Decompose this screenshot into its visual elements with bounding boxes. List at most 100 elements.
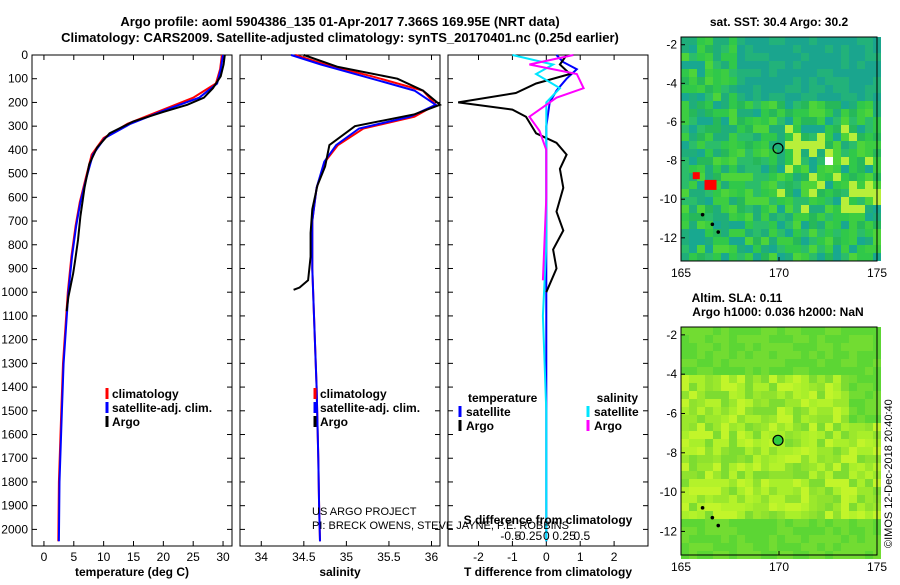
map-cell [793,157,801,165]
y-tick-label: 2000 [1,522,28,536]
sst-map-chart: -2 -4 -6 -8 -10 -12 165 170 175 sat. SST: 30.4 Ar… [660,15,888,280]
map-cell [809,253,817,261]
map-cell [777,415,785,423]
map-cell [769,343,777,351]
map-cell [745,543,753,551]
map-cell [745,117,753,125]
map-cell [721,133,729,141]
map-cell [793,495,801,503]
map-cell [849,455,857,463]
map-cell [697,197,705,205]
map-cell [737,133,745,141]
map-cell [697,229,705,237]
map-cell [785,447,793,455]
legend-label: satellite [594,405,639,419]
map-cell [833,463,841,471]
map-cell [793,503,801,511]
map-cell [817,229,825,237]
map-cell [713,511,721,519]
map-cell [833,447,841,455]
map-cell [801,101,809,109]
map-cell [801,125,809,133]
x2-tick-label: -0.25 [515,529,543,543]
map-cell [721,141,729,149]
map-cell [713,471,721,479]
map-cell [729,407,737,415]
map-cell [841,117,849,125]
map-cell [729,69,737,77]
map-cell [761,367,769,375]
map-cell [689,45,697,53]
map-cell [697,431,705,439]
map-cell [857,327,865,335]
map-cell [705,205,713,213]
map-cell [713,391,721,399]
map-cell [785,229,793,237]
map-cell [761,343,769,351]
map-cell [785,101,793,109]
map-cell [817,125,825,133]
map-cell [857,351,865,359]
x-tick-label: 34 [255,550,269,564]
map-cell [849,197,857,205]
map-cell [681,359,689,367]
map-cell [849,93,857,101]
map-cell [777,109,785,117]
map-cell [697,527,705,535]
map-cell [729,205,737,213]
map-cell [681,125,689,133]
map-cell [849,237,857,245]
map-cell [865,399,873,407]
series-line-satellite-adj-clim- [57,54,224,542]
map-cell [793,93,801,101]
map-cell [841,375,849,383]
map-cell [865,229,873,237]
map-cell [769,189,777,197]
map-cell [729,543,737,551]
map-cell [753,253,761,261]
map-cell [849,343,857,351]
map-cell [721,407,729,415]
map-cell [777,399,785,407]
map-cell [777,197,785,205]
map-cell [817,117,825,125]
map-cell [785,367,793,375]
map-y-tick-label: -8 [666,446,677,460]
map-cell [753,205,761,213]
map-cell [817,487,825,495]
map-cell [857,375,865,383]
y-tick-label: 1600 [1,428,28,442]
map-cell [737,415,745,423]
map-cell [745,519,753,527]
map-cell [865,61,873,69]
map-cell [809,447,817,455]
map-cell [825,511,833,519]
legend-title-temperature: temperature [468,391,538,405]
series-line-satellite-adj-clim- [290,54,438,542]
map-cell [689,367,697,375]
map-cell [753,343,761,351]
map-cell [865,117,873,125]
map-cell [729,101,737,109]
map-cell [697,423,705,431]
map-cell [785,213,793,221]
map-cell [697,383,705,391]
map-cell [697,117,705,125]
map-cell [777,61,785,69]
map-cell [785,117,793,125]
map-cell [681,367,689,375]
map-cell [737,423,745,431]
map-cell [761,61,769,69]
map-cell [817,133,825,141]
map-cell [777,407,785,415]
map-cell [777,343,785,351]
map-cell [721,109,729,117]
map-cell [705,343,713,351]
map-cell [817,85,825,93]
map-cell [705,117,713,125]
map-cell [769,229,777,237]
map-cell [833,399,841,407]
map-cell [729,391,737,399]
map-cell [833,213,841,221]
